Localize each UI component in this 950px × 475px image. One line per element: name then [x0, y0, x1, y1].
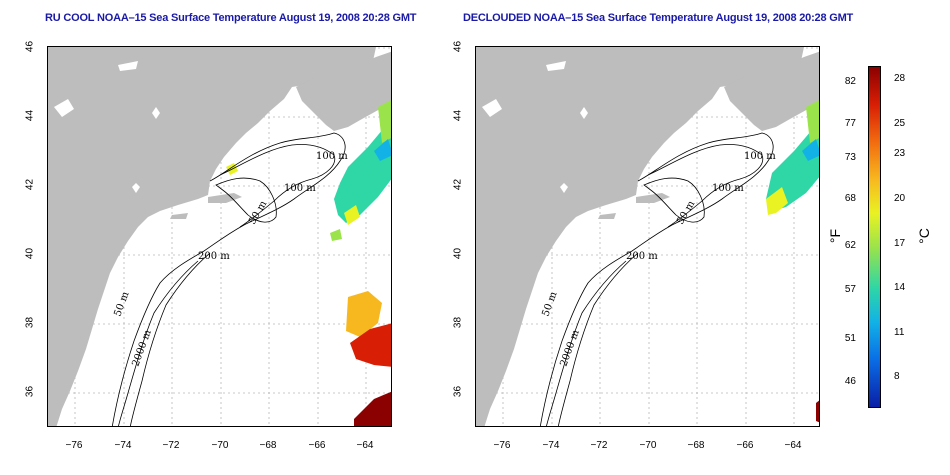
lon-tick-label: −68 [687, 440, 705, 451]
contour-label: 50 m [540, 290, 559, 318]
sst-pixels [766, 100, 819, 423]
lon-tick-label: −68 [259, 440, 277, 451]
lat-tick-label: 44 [24, 109, 36, 122]
celsius-unit-label: °C [915, 228, 932, 244]
panel-title-declouded: DECLOUDED NOAA–15 Sea Surface Temperatur… [463, 12, 854, 24]
lon-tick-label: −66 [736, 440, 754, 451]
fahrenheit-unit-label: °F [827, 228, 844, 244]
colorbar-celsius-label: 17 [894, 238, 906, 249]
lakes [482, 61, 588, 193]
bathymetry-contours [111, 132, 346, 426]
lon-tick-label: −72 [162, 440, 180, 451]
lat-tick-label: 38 [24, 316, 36, 329]
bathymetry-contours [539, 132, 774, 426]
sst-map-raw: 100 m 100 m 50 m 200 m 50 m 2000 m [47, 46, 392, 427]
lat-tick-label: 46 [452, 40, 464, 53]
lat-tick-label: 36 [24, 385, 36, 398]
contour-label: 100 m [316, 151, 348, 162]
colorbar-fahrenheit-label: 46 [844, 376, 856, 387]
colorbar-fahrenheit-label: 51 [844, 333, 856, 344]
lon-tick-label: −76 [493, 440, 511, 451]
colorbar-fahrenheit-label: 62 [844, 240, 856, 251]
lon-tick-label: −74 [542, 440, 560, 451]
lon-tick-label: −70 [639, 440, 657, 451]
colorbar-fahrenheit-label: 68 [844, 193, 856, 204]
panel-title-raw: RU COOL NOAA–15 Sea Surface Temperature … [45, 12, 417, 24]
island [170, 213, 188, 219]
lat-tick-label: 40 [452, 247, 464, 260]
island [598, 213, 616, 219]
contour-label: 200 m [626, 251, 658, 262]
sst-pixels [226, 100, 391, 426]
colorbar-celsius-label: 28 [894, 73, 906, 84]
lon-tick-label: −76 [65, 440, 83, 451]
colorbar-fahrenheit-label: 77 [844, 118, 856, 129]
lat-tick-label: 38 [452, 316, 464, 329]
land-mass [48, 47, 376, 426]
island [636, 193, 670, 203]
nova-scotia [296, 51, 391, 131]
colorbar-celsius-label: 23 [894, 148, 906, 159]
lon-tick-label: −70 [211, 440, 229, 451]
lon-tick-label: −66 [308, 440, 326, 451]
contour-label: 200 m [198, 251, 230, 262]
lat-tick-label: 44 [452, 109, 464, 122]
colorbar-celsius-label: 11 [894, 327, 905, 338]
colorbar-celsius-label: 8 [894, 371, 900, 382]
temperature-colorbar [868, 66, 881, 408]
lat-tick-label: 36 [452, 385, 464, 398]
contour-label: 100 m [712, 183, 744, 194]
land-mass [476, 47, 804, 426]
lon-tick-label: −74 [114, 440, 132, 451]
colorbar-fahrenheit-label: 57 [844, 284, 856, 295]
colorbar-celsius-label: 20 [894, 193, 906, 204]
contour-label: 100 m [284, 183, 316, 194]
colorbar-celsius-label: 14 [894, 282, 906, 293]
lat-tick-label: 42 [24, 178, 36, 191]
lakes [54, 61, 160, 193]
island [208, 193, 242, 203]
lon-tick-label: −64 [784, 440, 802, 451]
colorbar-fahrenheit-label: 73 [844, 152, 856, 163]
lon-tick-label: −64 [356, 440, 374, 451]
colorbar-fahrenheit-label: 82 [844, 76, 856, 87]
contour-label: 100 m [744, 151, 776, 162]
lat-tick-label: 40 [24, 247, 36, 260]
contour-label: 50 m [112, 290, 131, 318]
lat-tick-label: 42 [452, 178, 464, 191]
colorbar-celsius-label: 25 [894, 118, 906, 129]
sst-map-declouded: 100 m 100 m 50 m 200 m 50 m 2000 m [475, 46, 820, 427]
lat-tick-label: 46 [24, 40, 36, 53]
nova-scotia [724, 51, 819, 131]
lon-tick-label: −72 [590, 440, 608, 451]
